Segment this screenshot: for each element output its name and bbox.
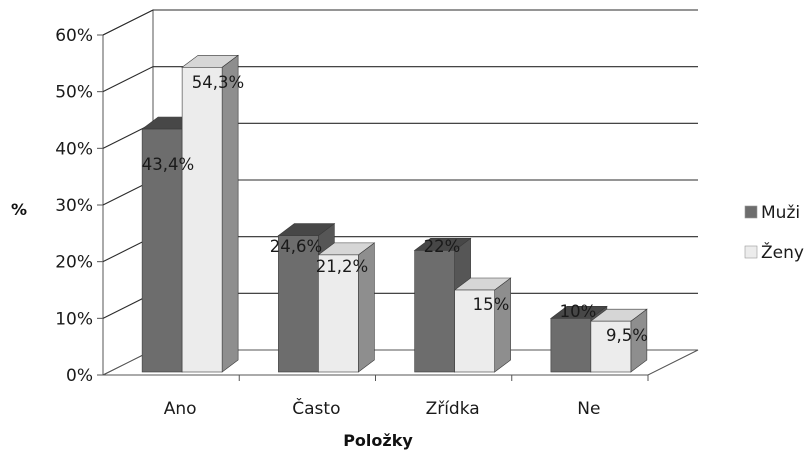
gridline xyxy=(102,66,698,93)
gridline xyxy=(102,9,698,36)
legend-label: Muži xyxy=(761,203,800,223)
bars xyxy=(141,54,648,373)
data-label: 24,6% xyxy=(270,237,322,256)
x-axis-title: Položky xyxy=(343,431,413,450)
data-labels: 43,4% 54,3% 24,6%21,2% 22% 15% 10% 9,5% xyxy=(142,73,648,345)
y-tick-label: 50% xyxy=(55,83,93,103)
category-label: Ne xyxy=(577,399,600,419)
bar xyxy=(590,320,632,373)
category-label: Často xyxy=(292,397,340,419)
legend-label: Ženy xyxy=(761,241,804,263)
legend: Muži Ženy xyxy=(744,203,804,263)
y-tick-label: 10% xyxy=(55,309,93,329)
y-tick-label: 30% xyxy=(55,196,93,216)
floor xyxy=(102,349,699,376)
bar xyxy=(414,250,455,373)
y-axis-title: % xyxy=(11,200,27,219)
y-tick-label: 20% xyxy=(55,253,93,273)
data-label: 9,5% xyxy=(606,326,648,345)
data-label: 10% xyxy=(560,302,597,321)
bar xyxy=(454,289,495,373)
bar-side xyxy=(494,277,511,373)
bar xyxy=(278,235,319,373)
data-label: 54,3% xyxy=(192,73,244,92)
y-tick-label: 40% xyxy=(55,139,93,159)
data-label: 43,4% xyxy=(142,155,194,174)
category-labels: Ano Často Zřídka Ne xyxy=(164,397,601,419)
category-label: Zřídka xyxy=(426,399,480,419)
y-tick-labels: 0% 10% 20% 30% 40% 50% 60% xyxy=(55,26,93,386)
bar-side xyxy=(221,54,239,373)
y-tick-label: 60% xyxy=(55,26,93,46)
category-label: Ano xyxy=(164,399,197,419)
y-tick-label: 0% xyxy=(66,366,93,386)
data-label: 21,2% xyxy=(316,257,368,276)
legend-swatch xyxy=(744,205,758,219)
bar xyxy=(181,67,223,373)
legend-swatch xyxy=(744,245,758,259)
data-label: 15% xyxy=(473,295,510,314)
bar xyxy=(550,318,592,373)
data-label: 22% xyxy=(424,237,461,256)
bar xyxy=(318,254,359,373)
